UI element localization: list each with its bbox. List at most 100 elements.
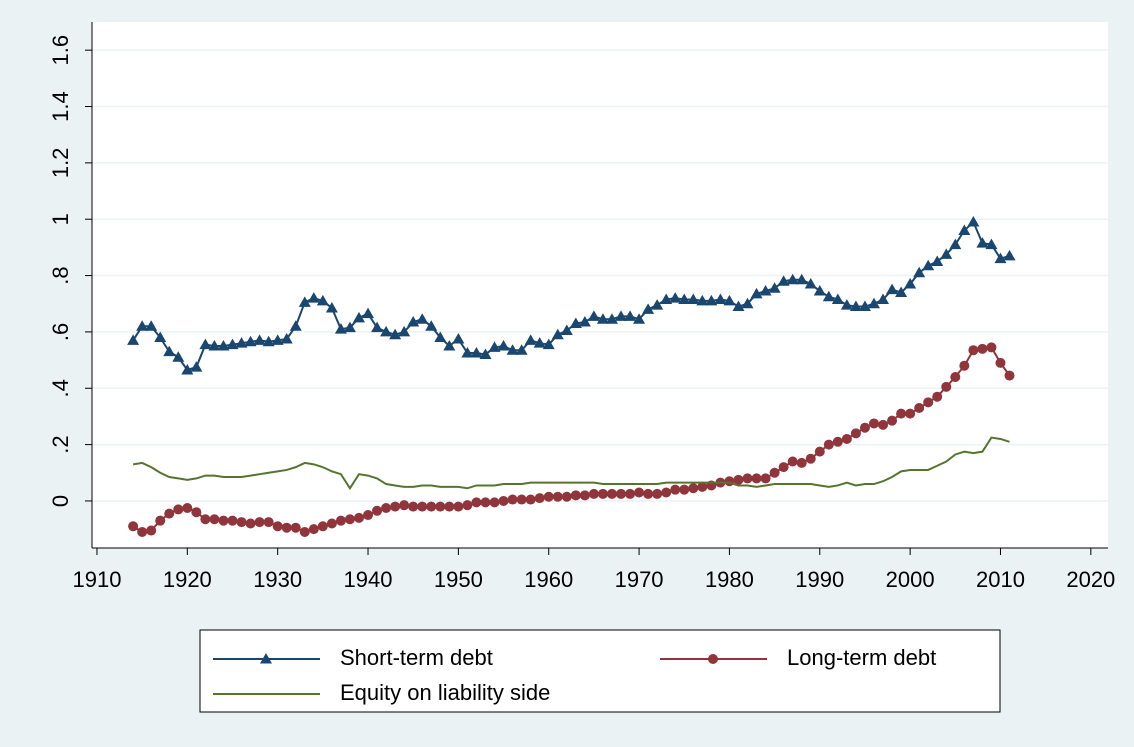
marker xyxy=(760,473,771,484)
marker xyxy=(1003,249,1016,261)
marker xyxy=(190,361,203,372)
marker xyxy=(1004,370,1015,381)
y-tick-label: .2 xyxy=(48,435,73,453)
x-tick-label: 1990 xyxy=(795,567,844,592)
marker xyxy=(199,338,212,350)
y-tick-label: 1.2 xyxy=(48,148,73,179)
marker xyxy=(570,490,581,501)
marker xyxy=(905,408,916,419)
marker xyxy=(489,497,500,508)
marker xyxy=(750,287,763,299)
x-tick-label: 2000 xyxy=(886,567,935,592)
marker xyxy=(849,300,862,312)
marker xyxy=(714,293,727,305)
marker xyxy=(372,505,383,516)
marker xyxy=(317,521,328,532)
marker xyxy=(299,526,310,537)
marker xyxy=(182,502,193,513)
marker xyxy=(588,488,599,499)
marker xyxy=(896,408,907,419)
marker xyxy=(155,515,166,526)
marker xyxy=(732,300,745,312)
marker xyxy=(858,300,871,312)
marker xyxy=(913,266,926,278)
marker xyxy=(768,282,781,293)
marker xyxy=(741,297,754,309)
marker xyxy=(280,332,293,344)
marker xyxy=(425,320,438,331)
marker xyxy=(805,453,816,464)
marker xyxy=(281,522,292,533)
legend-marker xyxy=(260,653,272,664)
marker xyxy=(154,331,167,343)
y-tick-label: .4 xyxy=(48,379,73,397)
marker xyxy=(850,428,861,439)
marker xyxy=(525,494,536,505)
marker xyxy=(950,371,961,382)
marker xyxy=(967,216,980,227)
marker xyxy=(813,285,826,296)
marker xyxy=(787,456,798,467)
marker xyxy=(660,293,673,305)
marker xyxy=(254,517,265,528)
y-tick-label: 1 xyxy=(48,213,73,225)
marker xyxy=(426,501,437,512)
marker xyxy=(263,517,274,528)
marker xyxy=(625,488,636,499)
series-line xyxy=(132,436,1010,491)
marker xyxy=(661,487,672,498)
x-tick-label: 1960 xyxy=(524,567,573,592)
marker xyxy=(235,337,248,348)
marker xyxy=(759,285,772,296)
marker xyxy=(958,224,971,235)
marker xyxy=(859,422,870,433)
marker xyxy=(651,299,664,310)
marker xyxy=(814,446,825,457)
marker xyxy=(616,488,627,499)
marker xyxy=(542,338,555,350)
marker xyxy=(253,334,266,345)
marker xyxy=(289,320,302,331)
x-tick-label: 1920 xyxy=(163,567,212,592)
marker xyxy=(985,238,998,250)
marker xyxy=(643,488,654,499)
marker xyxy=(209,514,220,525)
marker xyxy=(416,313,429,324)
marker xyxy=(461,347,474,358)
marker xyxy=(334,323,347,334)
marker xyxy=(922,259,935,271)
marker xyxy=(191,507,202,518)
marker xyxy=(506,344,519,355)
marker xyxy=(471,497,482,508)
marker xyxy=(435,501,446,512)
marker xyxy=(316,294,329,306)
marker xyxy=(959,360,970,371)
marker xyxy=(822,290,835,302)
marker xyxy=(705,294,718,306)
marker xyxy=(678,293,691,305)
y-tick-label: 1.4 xyxy=(48,91,73,122)
marker xyxy=(561,491,572,502)
x-tick-label: 2020 xyxy=(1066,567,1115,592)
marker xyxy=(688,483,699,494)
legend-label: Equity on liability side xyxy=(340,680,550,705)
x-tick-label: 2010 xyxy=(976,567,1025,592)
marker xyxy=(887,415,898,426)
marker xyxy=(507,494,518,505)
marker xyxy=(371,321,384,333)
marker xyxy=(524,334,537,345)
marker xyxy=(164,508,175,519)
marker xyxy=(352,311,365,323)
marker xyxy=(976,237,989,248)
marker xyxy=(742,473,753,484)
marker xyxy=(751,473,762,484)
x-tick-label: 1950 xyxy=(434,567,483,592)
marker xyxy=(479,348,492,359)
marker xyxy=(443,339,456,351)
marker xyxy=(941,381,952,392)
marker xyxy=(669,292,682,303)
marker xyxy=(642,303,655,314)
marker xyxy=(840,299,853,310)
marker xyxy=(877,293,890,305)
marker xyxy=(932,391,943,402)
